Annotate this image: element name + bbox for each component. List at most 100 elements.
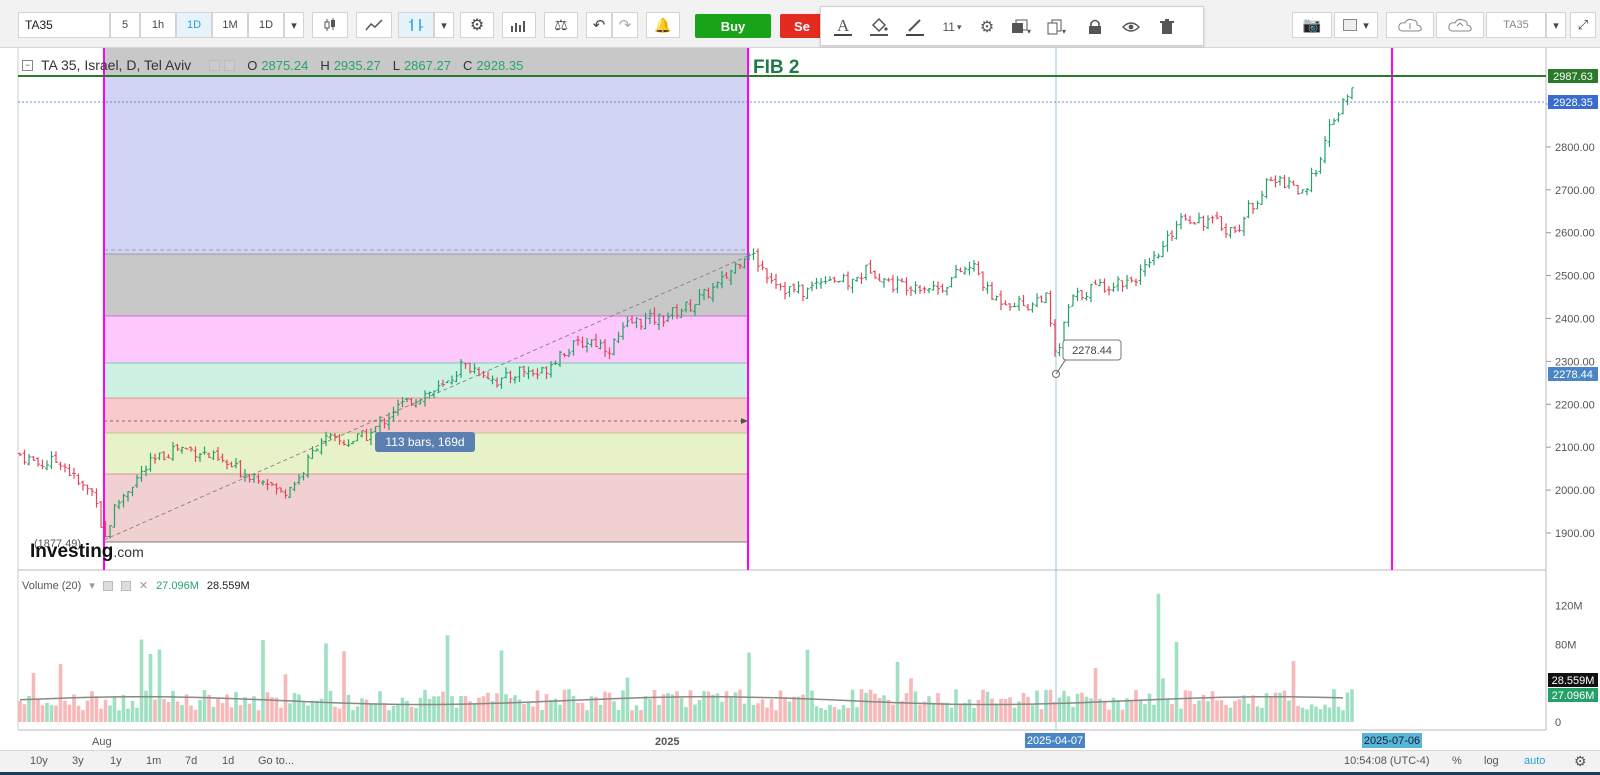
sell-button[interactable]: Se [780,14,824,38]
redo-icon[interactable]: ↷ [612,12,638,38]
volume-bar [949,707,954,722]
volume-bar [846,707,850,722]
fill-bucket-icon[interactable] [865,13,893,41]
low-callout-box[interactable] [1062,339,1122,361]
indicator-icon[interactable] [356,12,392,38]
range-7d[interactable]: 7d [185,755,198,767]
legend-settings-icon[interactable] [209,59,221,71]
eye-icon[interactable] [1117,13,1145,41]
volume-bar [265,692,270,722]
draw-tools-icon[interactable] [398,12,434,38]
trend-dashed-line[interactable] [103,255,749,541]
volume-bar [972,707,976,722]
symbol-input[interactable]: TA35 [18,12,110,38]
ohlc-bar [1341,98,1345,115]
bottom-settings-gear-icon[interactable]: ⚙ [1574,753,1587,769]
ohlc-bar [1201,215,1206,231]
ohlc-bar [1035,293,1039,308]
clock-timezone[interactable]: 10:54:08 (UTC-4) [1344,755,1430,767]
drawing-settings-gear-icon[interactable]: ⚙ [979,19,995,36]
layout-select[interactable]: ▾ [1334,12,1378,38]
fib-retracement-bands[interactable] [104,48,748,543]
auto-toggle[interactable]: auto [1524,755,1546,767]
volume-moving-average [19,695,1344,706]
interval-chevron-down-icon[interactable]: ▾ [284,12,304,38]
ohlc-bar [1210,215,1215,224]
legend-hide-icon[interactable] [224,59,236,71]
symbol-right-chevron-down-icon[interactable]: ▾ [1546,12,1566,38]
range-1y[interactable]: 1y [110,755,122,767]
camera-icon[interactable]: 📷 [1292,12,1332,38]
ohlc-bar [432,390,436,399]
candles-icon[interactable] [312,12,348,38]
buy-button[interactable]: Buy [695,14,771,38]
volume-hide-icon[interactable] [120,580,131,591]
range-1m[interactable]: 1m [146,755,162,767]
ohlc-bar [63,463,67,473]
volume-bar [166,702,171,722]
ohlc-bar [1174,220,1179,240]
cloud-upload-icon[interactable] [1436,12,1484,38]
volume-bar [310,700,315,722]
compare-scale-icon[interactable]: ⚖ [544,12,578,38]
symbol-right-label[interactable]: TA35 [1486,12,1546,38]
range-1d[interactable]: 1d [222,755,235,767]
layout-chevron-down-icon: ▾ [1363,19,1369,32]
volume-bar [1323,704,1327,722]
volume-bars-icon[interactable] [502,12,536,38]
volume-axis[interactable]: 120M80M40M0 [1555,600,1583,729]
volume-close-icon[interactable]: ✕ [138,580,149,592]
interval-1d[interactable]: 1D [176,12,212,38]
volume-bar [1035,690,1039,722]
volume-bar [1264,693,1269,722]
cloud-download-icon[interactable] [1386,12,1434,38]
draw-tools-chevron-down-icon[interactable]: ▾ [434,12,454,38]
volume-settings-icon[interactable] [102,580,113,591]
ohlc-bar [153,453,157,464]
bring-forward-icon[interactable]: ▾ [1007,13,1035,41]
volume-value: 27.096M [156,579,199,592]
time-badge-end-label: 2025-07-06 [1364,735,1420,747]
price-chart[interactable]: FIB 2 113 bars, 169d 2278.44 (1877.49) I… [0,48,1600,750]
ohlc-bar [967,261,972,276]
interval-1h[interactable]: 1h [140,12,176,38]
clone-icon[interactable]: ▾ [1043,13,1071,41]
volume-bar [175,701,180,722]
font-size-select[interactable]: 11 ▾ [935,13,969,41]
interval-5[interactable]: 5 [110,12,140,38]
volume-bar [792,696,796,722]
text-color-icon[interactable]: A [829,13,857,41]
undo-icon[interactable]: ↶ [586,12,612,38]
volume-chevron-down-icon[interactable]: ▾ [89,580,95,592]
volume-bar [621,690,625,722]
ohlc-bar [819,277,823,289]
ohlc-bar [589,339,594,348]
volume-bar [130,700,135,722]
ohlc-bar [1120,280,1125,292]
volume-bar [634,705,639,722]
fib-label[interactable]: FIB 2 [753,57,799,78]
ohlc-bar [1264,178,1269,199]
percent-toggle[interactable]: % [1452,755,1462,767]
collapse-legend-icon[interactable]: − [22,59,33,71]
line-color-icon[interactable] [901,13,929,41]
price-axis[interactable]: 2900.002800.002700.002600.002500.002400.… [1546,99,1595,540]
alert-bell-icon[interactable]: 🔔 [646,12,680,38]
legend-high-key: H [320,57,330,73]
ohlc-bar [301,472,306,481]
fullscreen-icon[interactable]: ⤢ [1570,12,1596,38]
interval-dropdown-value[interactable]: 1D [248,12,284,38]
trash-icon[interactable] [1153,13,1181,41]
ohlc-bar [981,271,985,292]
volume-bar [1057,697,1062,722]
range-3y[interactable]: 3y [72,755,84,767]
lock-icon[interactable] [1081,13,1109,41]
log-toggle[interactable]: log [1484,755,1499,767]
interval-1m[interactable]: 1M [212,12,248,38]
ohlc-bar [243,468,247,482]
range-10y[interactable]: 10y [30,755,48,767]
goto-button[interactable]: Go to... [258,755,295,767]
gear-icon[interactable]: ⚙ [460,12,494,38]
legend-low-key: L [392,57,400,73]
ohlc-bar [1066,303,1071,327]
